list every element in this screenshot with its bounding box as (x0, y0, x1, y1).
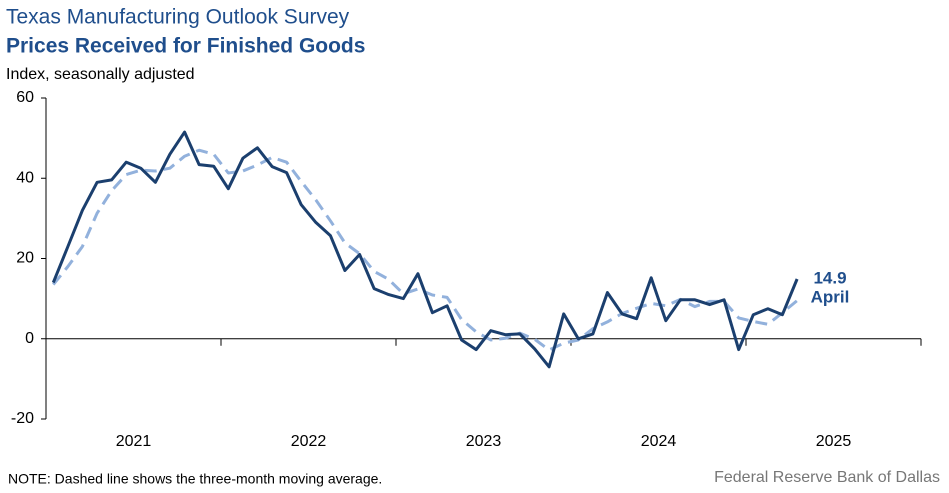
chart-subtitle: Prices Received for Finished Goods (6, 35, 365, 58)
line-series (51, 130, 799, 369)
annotation: 14.9 (813, 268, 846, 287)
y-tick-label: 0 (25, 330, 34, 347)
y-axis-label: Index, seasonally adjusted (6, 66, 195, 83)
y-tick-label: 40 (16, 169, 34, 186)
y-tick-label: 20 (16, 250, 34, 267)
x-tick-label: 2024 (641, 433, 677, 450)
x-tick-label: 2022 (291, 433, 327, 450)
x-tick-label: 2021 (116, 433, 152, 450)
chart-title: Texas Manufacturing Outlook Survey (6, 6, 350, 29)
line-series (52, 148, 799, 352)
x-tick-label: 2025 (816, 433, 852, 450)
annotation: April (811, 287, 850, 306)
y-tick-label: -20 (11, 410, 34, 427)
source: Federal Reserve Bank of Dallas (714, 469, 940, 486)
note: NOTE: Dashed line shows the three-month … (8, 471, 382, 487)
x-tick-label: 2023 (466, 433, 502, 450)
y-tick-label: 60 (16, 89, 34, 106)
